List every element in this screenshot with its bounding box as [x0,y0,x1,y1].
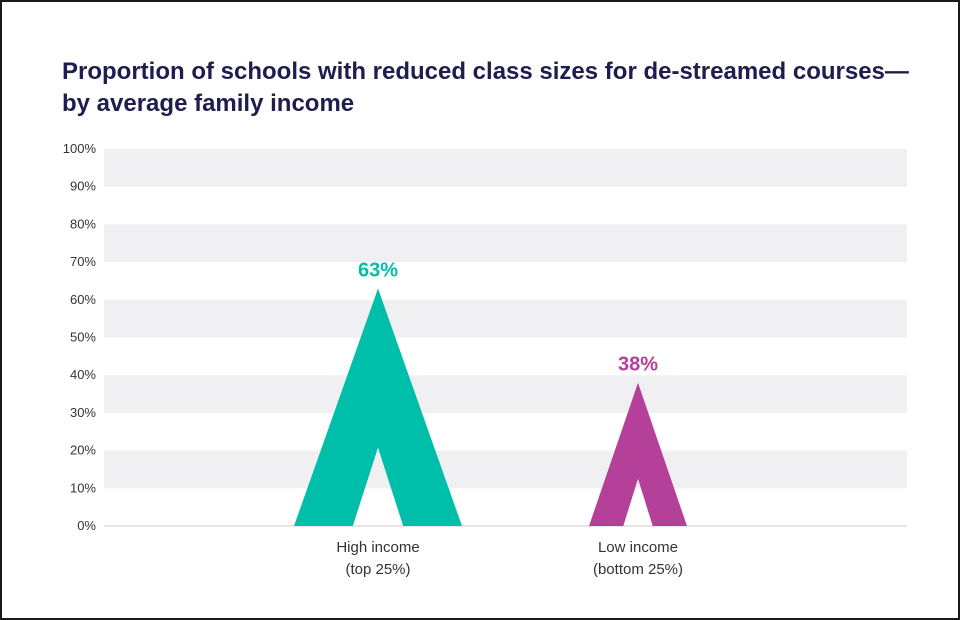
y-tick-label: 80% [70,216,96,231]
y-tick-label: 50% [70,330,96,345]
y-tick-label: 100% [63,141,97,156]
y-tick-label: 70% [70,254,96,269]
data-label: 63% [358,259,398,281]
y-tick-label: 10% [70,480,96,495]
grid-band [104,224,907,263]
bar-low-income [589,382,687,526]
bar-high-income [294,288,462,526]
y-tick-label: 60% [70,292,96,307]
grid-band [104,299,907,338]
category-label: Low income [598,539,678,556]
y-tick-label: 0% [77,518,96,533]
y-tick-label: 30% [70,405,96,420]
chart-title: Proportion of schools with reduced class… [62,58,909,117]
grid-band [104,375,907,413]
category-sublabel: (bottom 25%) [593,561,683,578]
grid-band [104,450,907,489]
grid-band [104,149,907,187]
data-label: 38% [618,354,658,376]
y-tick-label: 40% [70,367,96,382]
y-tick-label: 20% [70,443,96,458]
y-tick-label: 90% [70,179,96,194]
category-sublabel: (top 25%) [345,561,410,578]
category-label: High income [336,539,419,556]
